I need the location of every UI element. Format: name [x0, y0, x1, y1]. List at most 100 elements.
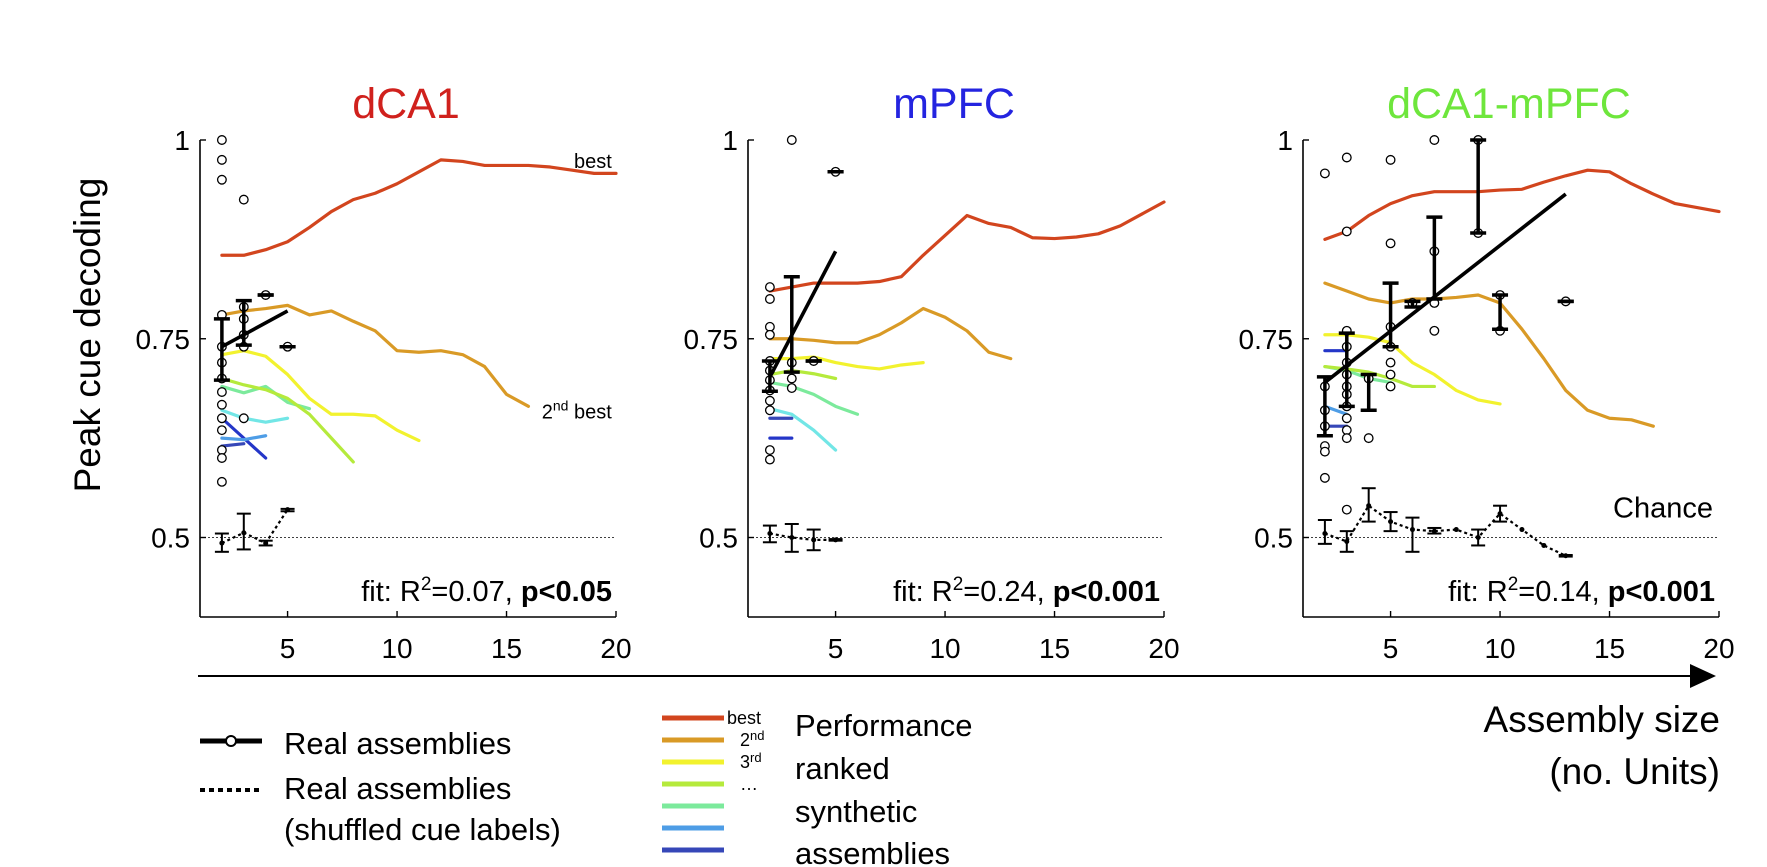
real-assembly-point [1385, 381, 1396, 392]
synthetic-series-line [220, 303, 531, 408]
legend-rank-label: 2nd [740, 728, 764, 750]
real-assembly-point [1429, 325, 1440, 336]
legend-synthetic-text-4: assemblies [795, 836, 950, 867]
real-assembly-point [216, 413, 227, 424]
real-assembly-point [1341, 504, 1352, 515]
x-tick-label: 15 [1594, 633, 1625, 664]
real-assembly-point [238, 413, 249, 424]
shuffled-mean-point [1453, 527, 1459, 533]
legend-shuffled-text-1: Real assemblies [284, 771, 511, 806]
real-assembly-point [216, 425, 227, 436]
x-tick-label: 15 [1039, 633, 1070, 664]
x-tick-label: 5 [280, 633, 296, 664]
fit-statistics: fit: R2=0.24, p<0.001 [893, 574, 1160, 608]
panel-title: dCA1-mPFC [1387, 80, 1631, 128]
y-tick-label: 1 [174, 125, 190, 156]
y-tick-label: 0.5 [1254, 523, 1293, 554]
shuffled-mean-point [1519, 527, 1525, 533]
fit-line [221, 309, 289, 349]
legend-synthetic-ranks: best2nd3rd… [662, 708, 764, 853]
x-axis-label-line1: Assembly size [1484, 699, 1720, 740]
real-assembly-point [1429, 135, 1440, 145]
x-tick-label: 5 [828, 633, 844, 664]
fit-line [1323, 192, 1567, 384]
synthetic-series-line [768, 355, 925, 371]
series-annotation: best [574, 151, 612, 173]
real-assembly-point [1385, 369, 1396, 380]
real-assembly-point [216, 135, 227, 145]
real-assembly-point [1341, 226, 1352, 237]
y-tick-label: 0.5 [151, 523, 190, 554]
real-assembly-point [764, 329, 775, 340]
real-assembly-point [238, 194, 249, 205]
real-assembly-point [786, 373, 797, 384]
real-assembly-point [216, 399, 227, 410]
shuffled-mean-point [1541, 542, 1547, 548]
legend-synthetic-text-3: synthetic [795, 794, 917, 829]
synthetic-series-line [220, 349, 421, 443]
synthetic-series-line [220, 376, 355, 464]
real-assembly-point [1319, 446, 1330, 457]
synthetic-series-line [768, 200, 1166, 293]
y-tick-label: 1 [1277, 125, 1293, 156]
real-assembly-point [786, 383, 797, 393]
real-assembly-point [764, 395, 775, 406]
synthetic-series-line [220, 158, 618, 257]
synthetic-series-line [768, 407, 838, 452]
synthetic-series-line [220, 434, 268, 442]
legend-real-marker [225, 735, 237, 747]
real-assembly-point [1341, 413, 1352, 424]
legend-rank-label: best [727, 708, 761, 728]
real-assembly-point [1341, 152, 1352, 163]
y-tick-label: 0.75 [684, 324, 739, 355]
legend-synthetic-text: Performance ranked synthetic assemblies [795, 708, 972, 867]
real-assembly-point [216, 453, 227, 463]
synthetic-series-line [220, 408, 290, 424]
real-assembly-point [216, 154, 227, 165]
fit-statistics: fit: R2=0.07, p<0.05 [361, 574, 612, 608]
real-assembly-point [216, 476, 227, 487]
fit-line [768, 250, 838, 378]
series-annotation: 2nd best [542, 397, 613, 423]
y-tick-label: 1 [722, 125, 738, 156]
x-tick-label: 10 [381, 633, 412, 664]
synthetic-series-line [220, 442, 246, 448]
synthetic-series-line [1323, 333, 1502, 406]
synthetic-series-line [768, 380, 860, 416]
x-axis-label-line2: (no. Units) [1549, 751, 1720, 792]
y-axis-label: Peak cue decoding [67, 178, 108, 493]
real-assembly-point [216, 174, 227, 185]
real-assembly-point [1341, 433, 1352, 444]
panel-title: dCA1 [352, 80, 460, 128]
panel-title: mPFC [893, 80, 1015, 128]
arrowhead-icon [1690, 664, 1716, 688]
x-tick-label: 10 [1484, 633, 1515, 664]
synthetic-series-line [1323, 168, 1721, 241]
x-tick-label: 20 [600, 633, 631, 664]
y-tick-label: 0.75 [1239, 324, 1294, 355]
fit-statistics: fit: R2=0.14, p<0.001 [1448, 574, 1715, 608]
legend-real-text: Real assemblies [284, 726, 511, 761]
real-assembly-point [1385, 154, 1396, 165]
legend-rank-label: 3rd [740, 750, 762, 772]
legend-synthetic-text-2: ranked [795, 751, 890, 786]
real-assembly-point [216, 387, 227, 397]
real-assembly-point [764, 294, 775, 304]
x-tick-label: 15 [491, 633, 522, 664]
x-tick-label: 10 [929, 633, 960, 664]
real-assembly-point [1319, 472, 1330, 483]
legend-real-shuffled: Real assemblies Real assemblies (shuffle… [200, 726, 561, 847]
legend-shuffled-text-2: (shuffled cue labels) [284, 812, 561, 847]
real-assembly-point [764, 445, 775, 456]
x-tick-label: 20 [1148, 633, 1179, 664]
real-assembly-point [1385, 238, 1396, 249]
chance-label: Chance [1613, 493, 1713, 525]
synthetic-series-line [768, 368, 838, 381]
y-tick-label: 0.5 [699, 523, 738, 554]
real-assembly-point [1363, 433, 1374, 444]
real-assembly-point [1385, 357, 1396, 368]
real-assembly-point [764, 282, 775, 293]
